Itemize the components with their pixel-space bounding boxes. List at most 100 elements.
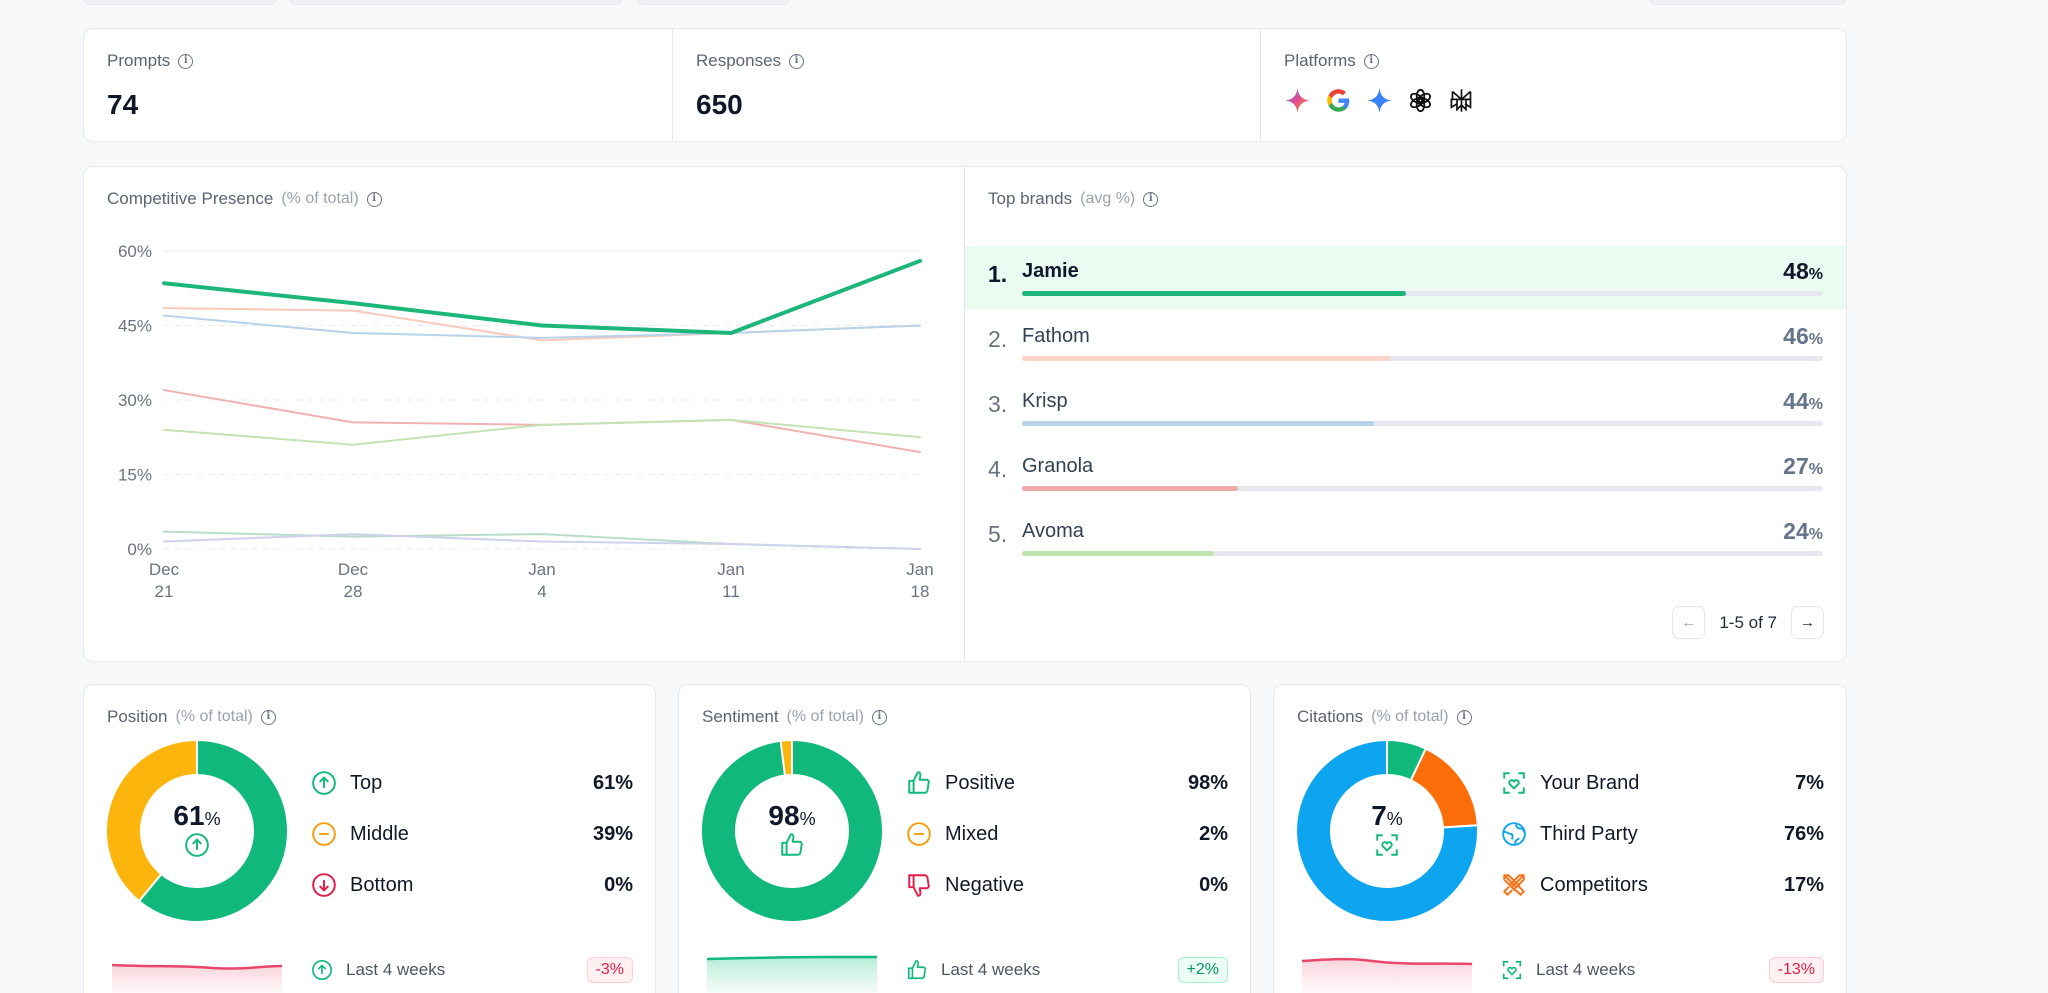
sentiment-sparkline xyxy=(707,955,877,993)
filter-stub-1[interactable] xyxy=(84,0,276,5)
legend-item[interactable]: Third Party 76% xyxy=(1500,819,1824,849)
legend-label: Positive xyxy=(945,771,1016,794)
sparkline-line xyxy=(707,955,877,961)
top-brands-title: Top brands xyxy=(988,189,1073,208)
series-line-granola[interactable] xyxy=(163,389,921,454)
position-card: Position (% of total) i 61% Top 61% Middle 39% B… xyxy=(83,684,656,993)
prompts-value: 74 xyxy=(107,89,139,120)
brand-bar-track xyxy=(1022,486,1823,491)
thumbs-up-icon xyxy=(905,958,929,982)
x-tick-label: Dec 28 xyxy=(338,560,369,601)
series-line-jamie[interactable] xyxy=(162,258,922,335)
brand-row[interactable]: 2. Fathom 46% xyxy=(965,311,1846,374)
legend-item[interactable]: Bottom 0% xyxy=(310,870,633,900)
brand-bar-fill xyxy=(1022,291,1407,296)
prev-page-button[interactable]: ← xyxy=(1672,606,1706,639)
info-icon[interactable]: i xyxy=(366,191,382,207)
filter-stub-2[interactable] xyxy=(290,0,622,5)
brand-percent-unit: % xyxy=(1808,266,1823,283)
donut-slice-third-party[interactable] xyxy=(1296,740,1478,922)
legend-item[interactable]: Mixed 2% xyxy=(905,819,1228,849)
info-icon[interactable]: i xyxy=(789,53,805,69)
brand-name: Avoma xyxy=(1022,520,1084,542)
sparkline-area xyxy=(1302,959,1472,993)
trend-label: Last 4 weeks xyxy=(346,960,446,979)
arrow-left-icon: ← xyxy=(1681,614,1697,631)
trend-change-badge: -13% xyxy=(1768,957,1824,983)
legend-label: Bottom xyxy=(350,873,414,896)
prompts-label: Prompts xyxy=(107,51,171,70)
series-line-avoma[interactable] xyxy=(163,418,921,446)
legend-item[interactable]: Positive 98% xyxy=(905,768,1228,798)
citations-center-unit: % xyxy=(1386,808,1403,829)
info-icon[interactable]: i xyxy=(871,709,887,725)
brand-row[interactable]: 4. Granola 27% xyxy=(965,441,1846,504)
series-line-krisp[interactable] xyxy=(163,314,921,339)
brand-bar-track xyxy=(1022,356,1823,361)
donut-slice-mixed[interactable] xyxy=(779,740,793,777)
competitive-presence-chart: 60% 45% 30% 15% 0%Dec 21 Dec 28 Jan 4 Jan 11 Jan 18 xyxy=(118,242,934,601)
sentiment-trend: Last 4 weeks +2% xyxy=(905,955,1228,985)
top-brands-subtitle: (avg %) xyxy=(1080,190,1136,207)
platforms-stat: Platforms i xyxy=(1260,29,1846,141)
position-title: Position xyxy=(107,707,168,726)
responses-label: Responses xyxy=(696,51,782,70)
position-center-value: 61% xyxy=(173,800,220,832)
trend-change-badge: +2% xyxy=(1177,957,1228,983)
gemini-blue-icon[interactable] xyxy=(1366,87,1393,114)
legend-item[interactable]: Competitors 17% xyxy=(1500,870,1824,900)
gemini-icon[interactable] xyxy=(1284,87,1311,114)
citations-trend: Last 4 weeks -13% xyxy=(1500,955,1824,985)
chatgpt-icon[interactable] xyxy=(1407,87,1434,114)
trend-change-badge: -3% xyxy=(586,957,633,983)
y-tick-label: 0% xyxy=(127,540,152,559)
info-icon[interactable]: i xyxy=(178,53,194,69)
donut-slice-positive[interactable] xyxy=(701,740,883,922)
platforms-label: Platforms xyxy=(1284,51,1356,70)
brand-percent-value: 46 xyxy=(1783,323,1809,349)
legend-item[interactable]: Your Brand 7% xyxy=(1500,768,1824,798)
info-icon[interactable]: i xyxy=(1363,53,1379,69)
info-icon[interactable]: i xyxy=(260,709,276,725)
legend-item[interactable]: Top 61% xyxy=(310,768,633,798)
sentiment-card: Sentiment (% of total) i 98% Positive 98% Mixe… xyxy=(678,684,1251,993)
presence-card: Competitive Presence (% of total) i 60% 4… xyxy=(83,166,1847,662)
info-icon[interactable]: i xyxy=(1143,191,1159,207)
legend-item[interactable]: Negative 0% xyxy=(905,870,1228,900)
responses-stat: Responses i 650 xyxy=(672,29,1260,141)
filter-stub-3[interactable] xyxy=(637,0,789,5)
legend-value: 7% xyxy=(1795,771,1824,794)
brand-row[interactable]: 3. Krisp 44% xyxy=(965,376,1846,439)
donut-slice-top[interactable] xyxy=(137,740,288,922)
thumbs-up-icon xyxy=(779,832,805,863)
filter-stub-4[interactable] xyxy=(1650,0,1846,5)
brand-percent-value: 48 xyxy=(1783,258,1809,284)
brand-name: Jamie xyxy=(1022,260,1079,282)
legend-label: Top xyxy=(350,771,383,794)
google-icon[interactable] xyxy=(1325,87,1352,114)
sentiment-center-unit: % xyxy=(799,808,816,829)
legend-value: 2% xyxy=(1199,822,1228,845)
brand-row[interactable]: 5. Avoma 24% xyxy=(965,506,1846,569)
legend-label: Competitors xyxy=(1540,873,1648,896)
brand-bar-fill xyxy=(1022,421,1375,426)
legend-value: 98% xyxy=(1187,771,1228,794)
series-line-brand-7[interactable] xyxy=(163,533,921,550)
legend-value: 17% xyxy=(1783,873,1824,896)
perplexity-icon[interactable] xyxy=(1448,87,1475,114)
x-tick-label: Jan 4 xyxy=(528,560,555,601)
citations-sparkline xyxy=(1302,957,1472,993)
brand-percent: 24% xyxy=(1783,518,1823,545)
pager-label: 1-5 of 7 xyxy=(1719,612,1777,632)
donut-slice-middle[interactable] xyxy=(106,740,198,903)
brand-rank: 5. xyxy=(988,521,1008,547)
next-page-button[interactable]: → xyxy=(1791,606,1824,639)
info-icon[interactable]: i xyxy=(1456,709,1472,725)
citations-donut-center: 7% xyxy=(1296,740,1478,922)
brand-percent-unit: % xyxy=(1808,331,1823,348)
brand-row[interactable]: 1. Jamie 48% xyxy=(965,246,1846,309)
legend-label: Middle xyxy=(350,822,409,845)
arrow-up-icon xyxy=(310,769,338,797)
legend-item[interactable]: Middle 39% xyxy=(310,819,633,849)
stats-card: Prompts i 74 Responses i 650 Platforms i xyxy=(83,28,1847,142)
